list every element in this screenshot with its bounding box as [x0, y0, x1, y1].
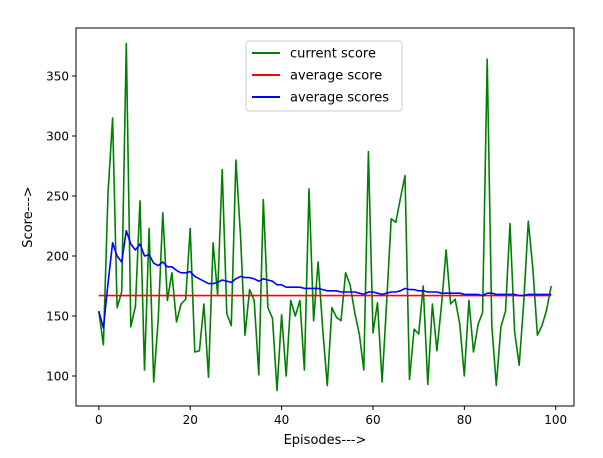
y-tick-label: 300 [46, 130, 69, 144]
series-line-current-score [98, 42, 552, 392]
plot-area-frame [75, 27, 575, 407]
x-axis-label: Episodes---> [284, 433, 367, 448]
y-axis: 100 150 200 250 300 350 [46, 70, 76, 384]
series-line-average-scores [98, 230, 552, 329]
series-lines [98, 42, 552, 392]
y-tick-label: 200 [46, 250, 69, 264]
y-tick-label: 100 [46, 370, 69, 384]
x-tick-label: 20 [183, 413, 198, 427]
legend-label: average scores [290, 91, 389, 106]
y-axis-label: Score---> [21, 186, 36, 247]
y-tick-label: 150 [46, 310, 69, 324]
legend-label: current score [290, 47, 376, 62]
y-tick-label: 250 [46, 190, 69, 204]
x-tick-label: 80 [457, 413, 472, 427]
x-tick-label: 40 [274, 413, 289, 427]
y-tick-label: 350 [46, 70, 69, 84]
legend: current score average score average scores [245, 40, 403, 112]
x-tick-label: 60 [365, 413, 380, 427]
x-tick-label: 0 [95, 413, 103, 427]
x-axis: 0 20 40 60 80 100 [95, 406, 567, 427]
legend-box [245, 40, 403, 112]
legend-label: average score [290, 69, 382, 84]
x-tick-label: 100 [544, 413, 567, 427]
